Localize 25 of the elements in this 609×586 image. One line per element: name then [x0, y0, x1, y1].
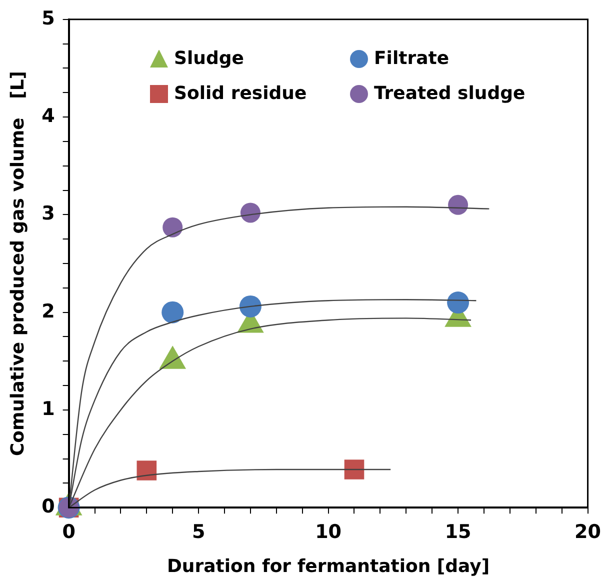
- point: [447, 292, 470, 314]
- y-tick-label: 1: [42, 398, 55, 420]
- point: [136, 460, 157, 480]
- y-tick-label: 4: [42, 104, 55, 127]
- x-axis-title: Duration for fermantation [day]: [166, 556, 490, 577]
- y-axis-title: Comulative produced gas volume [L]: [7, 70, 28, 456]
- x-tick-label: 0: [62, 520, 76, 543]
- y-tick-label: 2: [42, 300, 55, 322]
- point: [162, 301, 184, 324]
- x-tick-label: 5: [192, 520, 206, 543]
- legend-label: Filtrate: [374, 48, 450, 69]
- legend-label: Treated sludge: [374, 83, 526, 104]
- x-tick-label: 15: [444, 520, 472, 543]
- point: [448, 194, 468, 215]
- y-tick-label: 3: [42, 202, 55, 225]
- y-tick-label: 0: [42, 496, 55, 518]
- y-tick-label: 5: [42, 7, 55, 30]
- x-tick-label: 20: [574, 520, 602, 543]
- point: [240, 202, 260, 223]
- x-tick-label: 10: [315, 520, 342, 543]
- legend-label: Solid residue: [174, 83, 307, 104]
- legend-label: Sludge: [174, 48, 244, 69]
- point: [239, 295, 262, 318]
- point: [344, 460, 364, 480]
- point: [162, 217, 183, 238]
